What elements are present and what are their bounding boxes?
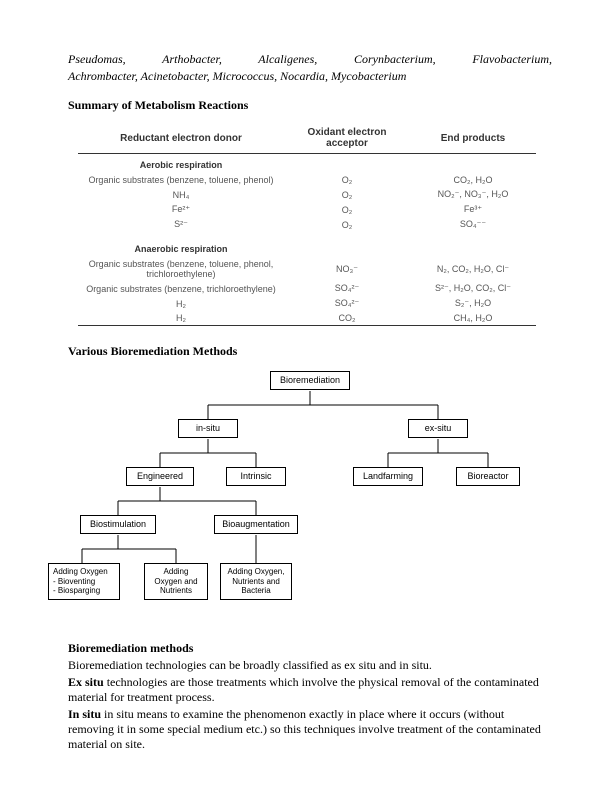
body-p2: Ex situ technologies are those treatment… — [68, 675, 552, 705]
cell: S²⁻, H₂O, CO₂, Cl⁻ — [410, 281, 536, 296]
table-row: S²⁻ O₂ SO₄⁻⁻ — [78, 217, 536, 232]
cell: SO₄²⁻ — [284, 281, 410, 296]
node-leaf-oxygen-nutrients: Adding Oxygen and Nutrients — [144, 563, 208, 600]
node-bioaugmentation: Bioaugmentation — [214, 515, 298, 534]
table-row: H₂ CO₂ CH₄, H₂O — [78, 311, 536, 326]
cell: O₂ — [284, 202, 410, 217]
cell: O₂ — [284, 173, 410, 187]
node-root: Bioremediation — [270, 371, 350, 390]
table-header-acceptor: Oxidant electron acceptor — [284, 123, 410, 154]
metabolism-table: Reductant electron donor Oxidant electro… — [78, 123, 536, 326]
table-header-products: End products — [410, 123, 536, 154]
cell: CH₄, H₂O — [410, 311, 536, 326]
heading-summary: Summary of Metabolism Reactions — [68, 98, 552, 113]
table-row: NH₄ O₂ NO₂⁻, NO₃⁻, H₂O — [78, 187, 536, 202]
table-row: Organic substrates (benzene, toluene, ph… — [78, 257, 536, 281]
cell: S²⁻ — [78, 217, 284, 232]
cell: O₂ — [284, 187, 410, 202]
genus-list-line2: Achrombacter, Acinetobacter, Micrococcus… — [68, 69, 552, 84]
heading-various: Various Bioremediation Methods — [68, 344, 552, 359]
cell: Organic substrates (benzene, toluene, ph… — [78, 257, 284, 281]
anaerobic-subheader: Anaerobic respiration — [78, 232, 284, 257]
genus-list-line1: Pseudomas, Arthobacter, Alcaligenes, Cor… — [68, 52, 552, 67]
node-leaf-oxygen: Adding Oxygen - Bioventing - Biosparging — [48, 563, 120, 600]
node-landfarming: Landfarming — [353, 467, 423, 486]
cell: NO₃⁻ — [284, 257, 410, 281]
table-row: Fe²⁺ O₂ Fe³⁺ — [78, 202, 536, 217]
node-bioreactor: Bioreactor — [456, 467, 520, 486]
cell: Organic substrates (benzene, trichloroet… — [78, 281, 284, 296]
node-insitu: in-situ — [178, 419, 238, 438]
table-row: Organic substrates (benzene, trichloroet… — [78, 281, 536, 296]
cell: O₂ — [284, 217, 410, 232]
node-exsitu: ex-situ — [408, 419, 468, 438]
body-p2-bold: Ex situ — [68, 675, 104, 689]
node-biostimulation: Biostimulation — [80, 515, 156, 534]
cell: Fe²⁺ — [78, 202, 284, 217]
node-leaf-oxygen-nutrients-bacteria: Adding Oxygen, Nutrients and Bacteria — [220, 563, 292, 600]
body-p3-rest: in situ means to examine the phenomenon … — [68, 707, 541, 751]
node-intrinsic: Intrinsic — [226, 467, 286, 486]
body-p3: In situ in situ means to examine the phe… — [68, 707, 552, 752]
metabolism-table-container: Reductant electron donor Oxidant electro… — [78, 123, 552, 326]
node-engineered: Engineered — [126, 467, 194, 486]
cell: SO₄²⁻ — [284, 296, 410, 311]
cell: NO₂⁻, NO₃⁻, H₂O — [410, 187, 536, 202]
heading-methods: Bioremediation methods — [68, 641, 552, 656]
cell: Fe³⁺ — [410, 202, 536, 217]
cell: H₂ — [78, 296, 284, 311]
cell: S₂⁻, H₂O — [410, 296, 536, 311]
table-row: Organic substrates (benzene, toluene, ph… — [78, 173, 536, 187]
table-row: H₂ SO₄²⁻ S₂⁻, H₂O — [78, 296, 536, 311]
bioremediation-diagram: Bioremediation in-situ ex-situ Engineere… — [68, 369, 552, 619]
table-header-donor: Reductant electron donor — [78, 123, 284, 154]
body-p2-rest: technologies are those treatments which … — [68, 675, 539, 704]
cell: CO₂, H₂O — [410, 173, 536, 187]
aerobic-subheader: Aerobic respiration — [78, 154, 284, 174]
body-p1: Bioremediation technologies can be broad… — [68, 658, 552, 673]
cell: H₂ — [78, 311, 284, 326]
cell: NH₄ — [78, 187, 284, 202]
cell: N₂, CO₂, H₂O, Cl⁻ — [410, 257, 536, 281]
cell: CO₂ — [284, 311, 410, 326]
body-p3-bold: In situ — [68, 707, 101, 721]
cell: Organic substrates (benzene, toluene, ph… — [78, 173, 284, 187]
cell: SO₄⁻⁻ — [410, 217, 536, 232]
diagram-connectors — [68, 369, 552, 619]
